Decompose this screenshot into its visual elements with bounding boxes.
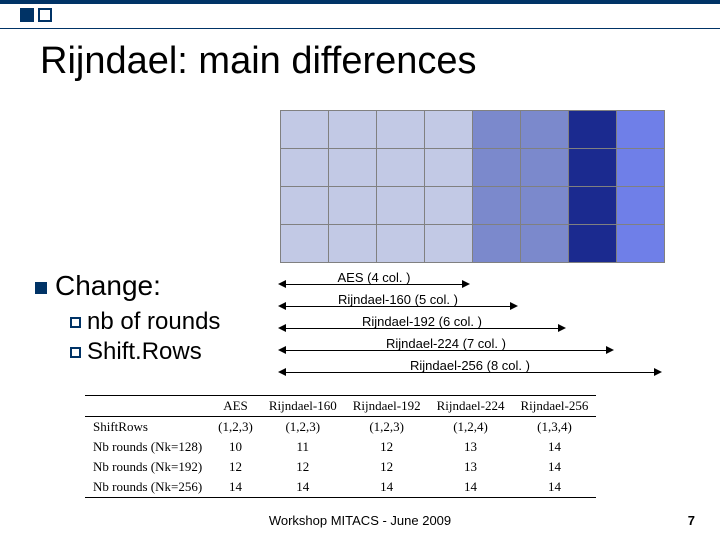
arrow-label: AES (4 col. ) [278,270,470,285]
grid-cell [521,111,569,149]
page-title: Rijndael: main differences [40,40,477,83]
hollow-bullet-icon [70,347,81,358]
sub-item-label: Shift.Rows [87,338,202,365]
grid-cell [425,187,473,225]
sub-item: nb of rounds [70,308,220,336]
grid-cell [377,111,425,149]
arrow-diagram: AES (4 col. ) Rijndael-160 (5 col. ) Rijnd… [278,272,662,382]
grid-cell [329,225,377,263]
arrow-row: Rijndael-224 (7 col. ) [278,338,614,360]
table-cell: Nb rounds (Nk=256) [85,477,210,498]
grid-cell [617,111,665,149]
arrow-row: AES (4 col. ) [278,272,470,294]
table-header: AES [210,396,261,417]
arrow-label: Rijndael-160 (5 col. ) [278,292,518,307]
table-cell: 14 [429,477,513,498]
sub-item-label: nb of rounds [87,308,220,335]
table-cell: Nb rounds (Nk=192) [85,457,210,477]
arrow-row: Rijndael-192 (6 col. ) [278,316,566,338]
table-cell: 10 [210,437,261,457]
table-cell: 12 [261,457,345,477]
table-header: Rijndael-192 [345,396,429,417]
arrow-row: Rijndael-256 (8 col. ) [278,360,662,382]
arrow-row: Rijndael-160 (5 col. ) [278,294,518,316]
table-cell: Nb rounds (Nk=128) [85,437,210,457]
grid-cell [617,149,665,187]
grid-cell [281,225,329,263]
table-cell: 14 [513,437,597,457]
grid-cell [425,111,473,149]
grid-cell [329,111,377,149]
arrow-label: Rijndael-224 (7 col. ) [278,336,614,351]
table-cell: ShiftRows [85,417,210,438]
grid-cell [377,149,425,187]
grid-cell [473,149,521,187]
square-icon [20,8,34,22]
grid-cell [329,187,377,225]
header-thin-line [0,28,720,29]
grid-cell [329,149,377,187]
grid-cell [617,225,665,263]
header-bar [0,0,720,4]
grid-cell [281,187,329,225]
grid-cell [473,187,521,225]
grid-cell [569,187,617,225]
table-cell: (1,2,4) [429,417,513,438]
table-cell: 14 [513,477,597,498]
page-number: 7 [688,513,695,528]
table-cell: 12 [345,457,429,477]
grid-cell [425,149,473,187]
table-header: Rijndael-224 [429,396,513,417]
grid-cell [473,225,521,263]
bullet-icon [35,282,47,294]
table-cell: (1,2,3) [345,417,429,438]
grid-cell [521,187,569,225]
table-cell: (1,3,4) [513,417,597,438]
table-cell: (1,2,3) [210,417,261,438]
header-squares [20,8,52,22]
grid-cell [569,149,617,187]
grid-cell [617,187,665,225]
change-label: Change: [55,270,161,301]
hollow-bullet-icon [70,317,81,328]
grid-cell [569,111,617,149]
table-cell: 14 [210,477,261,498]
grid-cell [521,149,569,187]
table-cell: (1,2,3) [261,417,345,438]
table-header [85,396,210,417]
table-cell: 13 [429,457,513,477]
table-cell: 13 [429,437,513,457]
square-icon [38,8,52,22]
grid-cell [521,225,569,263]
table-cell: 14 [345,477,429,498]
grid-cell [425,225,473,263]
arrow-label: Rijndael-256 (8 col. ) [278,358,662,373]
state-grid [280,110,665,263]
table-header: Rijndael-256 [513,396,597,417]
grid-cell [377,225,425,263]
rounds-table: AESRijndael-160Rijndael-192Rijndael-224R… [85,395,596,498]
grid-cell [281,111,329,149]
grid-cell [281,149,329,187]
sub-item: Shift.Rows [70,338,202,366]
grid-cell [473,111,521,149]
table-cell: 12 [210,457,261,477]
arrow-label: Rijndael-192 (6 col. ) [278,314,566,329]
table-header: Rijndael-160 [261,396,345,417]
table-cell: 11 [261,437,345,457]
table-cell: 12 [345,437,429,457]
change-heading: Change: [35,270,161,302]
grid-cell [569,225,617,263]
footer-text: Workshop MITACS - June 2009 [0,513,720,528]
table-cell: 14 [261,477,345,498]
table-cell: 14 [513,457,597,477]
grid-cell [377,187,425,225]
